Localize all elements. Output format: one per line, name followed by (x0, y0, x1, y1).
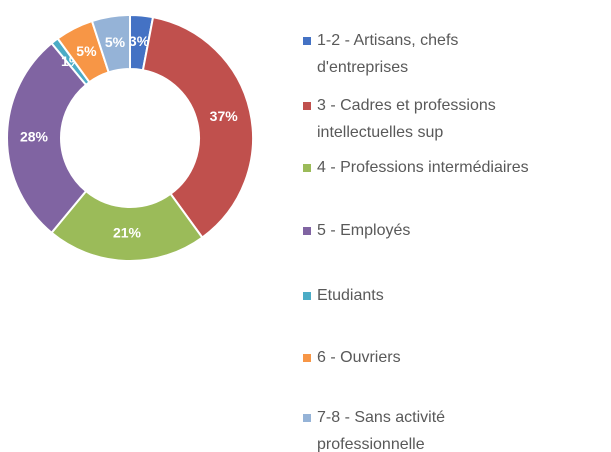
legend-swatch (303, 292, 311, 300)
legend-item: 3 - Cadres et professions intellectuelle… (303, 92, 522, 146)
legend-item: Etudiants (303, 282, 384, 309)
legend-label: 4 - Professions intermédiaires (317, 159, 529, 176)
legend-label: 3 - Cadres et professions intellectuelle… (317, 97, 496, 141)
donut-segment (90, 13, 131, 74)
data-label: 5% (76, 43, 97, 59)
legend-swatch (303, 354, 311, 362)
legend-item: 5 - Employés (303, 217, 410, 244)
legend-swatch (303, 102, 311, 110)
data-label: 5% (105, 34, 126, 50)
data-label: 28% (20, 129, 49, 145)
legend-item: 7-8 - Sans activité professionnelle (303, 404, 522, 452)
legend-label: 5 - Employés (317, 222, 411, 239)
data-label: 3% (129, 33, 150, 49)
legend-label: Etudiants (317, 287, 384, 304)
legend-label: 1-2 - Artisans, chefs d'entreprises (317, 32, 459, 76)
data-label: 21% (113, 225, 142, 241)
donut-segment (6, 41, 88, 235)
legend-swatch (303, 37, 311, 45)
legend-item: 6 - Ouvriers (303, 344, 401, 371)
legend-swatch (303, 414, 311, 422)
legend-swatch (303, 227, 311, 235)
legend-item: 4 - Professions intermédiaires (303, 154, 529, 181)
legend-swatch (303, 164, 311, 172)
donut: 3%37%21%28%1%5%5% (6, 13, 254, 262)
data-label: 37% (210, 108, 239, 124)
donut-segment (141, 16, 254, 239)
legend-label: 6 - Ouvriers (317, 349, 401, 366)
legend-item: 1-2 - Artisans, chefs d'entreprises (303, 27, 522, 81)
legend-label: 7-8 - Sans activité professionnelle (317, 409, 446, 452)
